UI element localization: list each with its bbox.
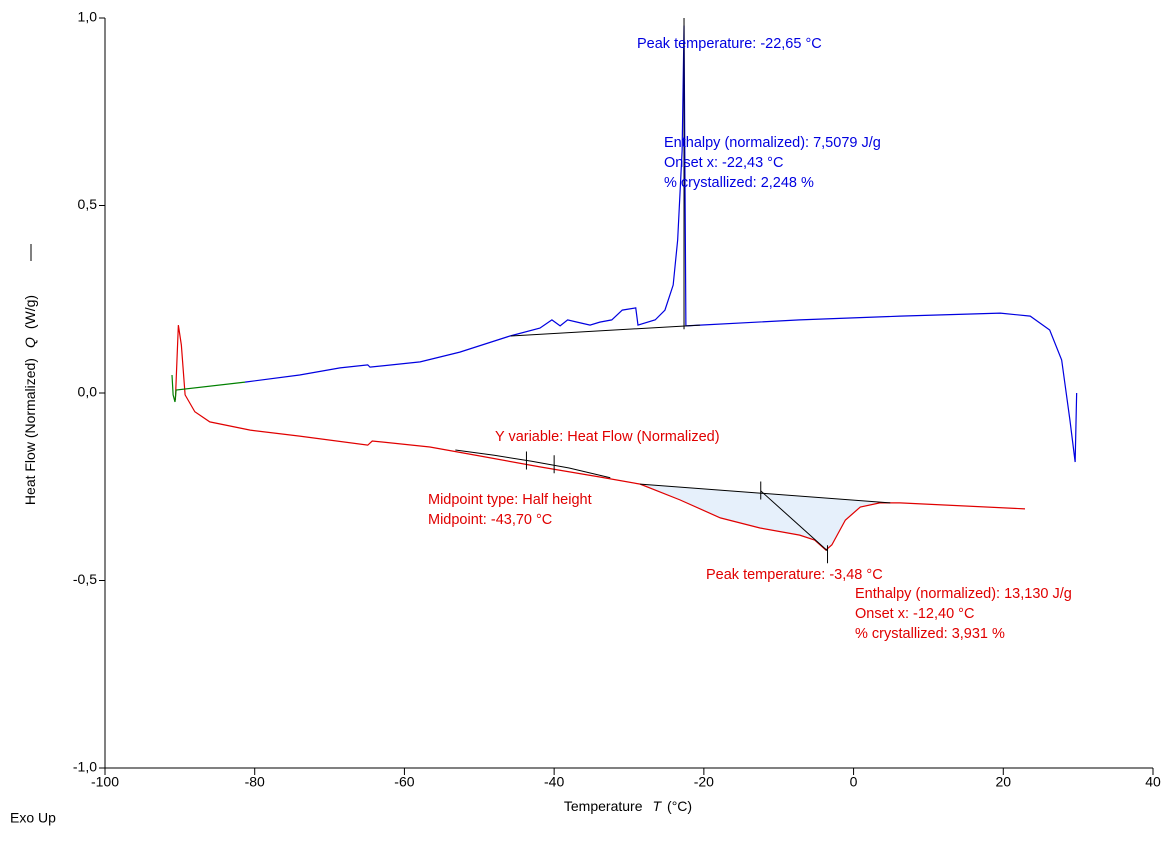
x-symbol: T	[652, 798, 662, 814]
baseline	[455, 449, 611, 479]
x-tick-label: -100	[91, 774, 119, 790]
x-tick-label: 20	[995, 774, 1011, 790]
curve	[171, 374, 246, 403]
y-tick-label: 0,0	[78, 384, 98, 400]
annotation: Midpoint type: Half height	[428, 492, 592, 508]
x-tick-label: -40	[544, 774, 564, 790]
annotation: % crystallized: 2,248 %	[664, 175, 814, 191]
annotation: % crystallized: 3,931 %	[855, 626, 1005, 642]
baseline	[640, 483, 891, 504]
y-tick-label: -1,0	[73, 759, 97, 775]
x-tick-label: 0	[850, 774, 858, 790]
y-tick-label: 1,0	[78, 9, 98, 25]
annotation: Midpoint: -43,70 °C	[428, 512, 552, 528]
annotation: Enthalpy (normalized): 7,5079 J/g	[664, 135, 881, 151]
annotation: Onset x: -12,40 °C	[855, 606, 974, 622]
annotation: Onset x: -22,43 °C	[664, 155, 783, 171]
x-tick-label: -80	[245, 774, 265, 790]
y-tick-label: -0,5	[73, 571, 97, 587]
x-tick-label: -60	[394, 774, 414, 790]
baseline	[760, 490, 828, 552]
annotation: Enthalpy (normalized): 13,130 J/g	[855, 586, 1072, 602]
y-unit: (W/g)	[22, 295, 38, 329]
baseline	[510, 324, 701, 337]
x-label: Temperature	[564, 798, 643, 814]
y-symbol: Q	[22, 337, 38, 348]
corner-note: Exo Up	[10, 810, 56, 826]
x-tick-label: -20	[694, 774, 714, 790]
y-tick-label: 0,5	[78, 196, 98, 212]
annotation: Y variable: Heat Flow (Normalized)	[495, 429, 720, 445]
peak-area	[640, 484, 891, 551]
curve	[244, 25, 1078, 463]
curve	[174, 325, 1026, 551]
annotation: Peak temperature: -3,48 °C	[706, 567, 883, 583]
y-axis-title: Heat Flow (Normalized) Q (W/g)	[22, 295, 38, 505]
x-axis-title: Temperature T (°C)	[564, 798, 692, 814]
x-unit: (°C)	[667, 798, 692, 814]
annotation: Peak temperature: -22,65 °C	[637, 36, 822, 52]
y-label: Heat Flow (Normalized)	[22, 358, 38, 505]
x-tick-label: 40	[1145, 774, 1161, 790]
